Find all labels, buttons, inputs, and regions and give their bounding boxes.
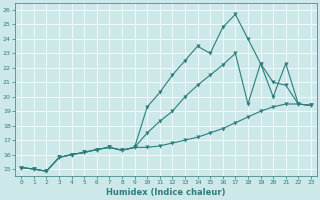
X-axis label: Humidex (Indice chaleur): Humidex (Indice chaleur) [106,188,226,197]
